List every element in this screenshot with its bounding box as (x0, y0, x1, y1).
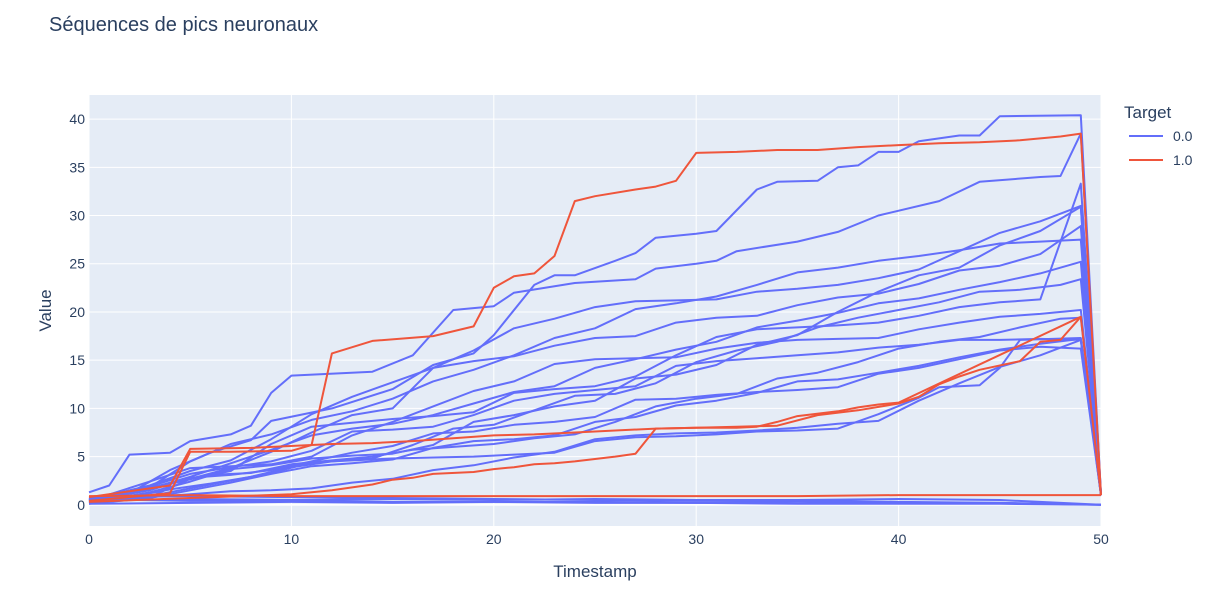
series-line-target-0-0 (88, 238, 1102, 499)
series-line-target-0-0 (88, 498, 1102, 506)
y-tick-label: 25 (69, 256, 85, 272)
series-line-target-0-0 (88, 205, 1102, 504)
x-tick-label: 30 (688, 531, 704, 547)
series-line-target-0-0 (88, 337, 1102, 505)
x-tick-label: 50 (1093, 531, 1109, 547)
x-tick-label: 0 (85, 531, 93, 547)
legend-label: 0.0 (1173, 128, 1193, 144)
series-line-target-0-0 (88, 338, 1102, 503)
series-line-target-1-0 (88, 315, 1082, 503)
y-tick-label: 35 (69, 159, 85, 175)
legend-item-1-0[interactable]: 1.0 (1129, 152, 1193, 168)
series-line-target-0-0 (88, 182, 1102, 501)
grid (88, 95, 1102, 526)
y-tick-label: 30 (69, 208, 85, 224)
y-tick-label: 20 (69, 304, 85, 320)
tick-labels: 0 10 20 30 40 50 0 5 10 15 20 25 30 35 40 (69, 111, 1109, 547)
y-tick-label: 10 (69, 400, 85, 416)
legend-title: Target (1124, 103, 1172, 122)
series-line-target-0-0 (88, 337, 1102, 504)
x-axis-title: Timestamp (553, 562, 636, 581)
y-tick-label: 15 (69, 352, 85, 368)
legend-label: 1.0 (1173, 152, 1193, 168)
series-line-target-1-0 (88, 132, 1102, 499)
y-tick-label: 5 (77, 449, 85, 465)
legend-item-0-0[interactable]: 0.0 (1129, 128, 1193, 144)
series-line-target-0-0 (88, 337, 1102, 500)
series-line-target-0-0 (88, 204, 1102, 504)
series-group (88, 114, 1102, 506)
series-line-target-0-0 (88, 114, 1102, 501)
chart-title: Séquences de pics neuronaux (49, 14, 318, 36)
x-tick-label: 20 (486, 531, 502, 547)
y-axis-title: Value (36, 289, 55, 331)
series-line-target-0-0 (88, 495, 1102, 506)
plot-area (89, 95, 1101, 526)
series-line-target-0-0 (88, 345, 1102, 502)
series-line-target-0-0 (88, 225, 1102, 501)
x-tick-label: 10 (284, 531, 300, 547)
y-tick-label: 0 (77, 497, 85, 513)
series-line-target-0-0 (88, 132, 1102, 496)
legend[interactable]: Target 0.0 1.0 (1124, 103, 1193, 168)
y-tick-label: 40 (69, 111, 85, 127)
series-line-target-0-0 (88, 309, 1102, 502)
series-line-target-1-0 (88, 494, 1101, 498)
x-tick-label: 40 (891, 531, 907, 547)
